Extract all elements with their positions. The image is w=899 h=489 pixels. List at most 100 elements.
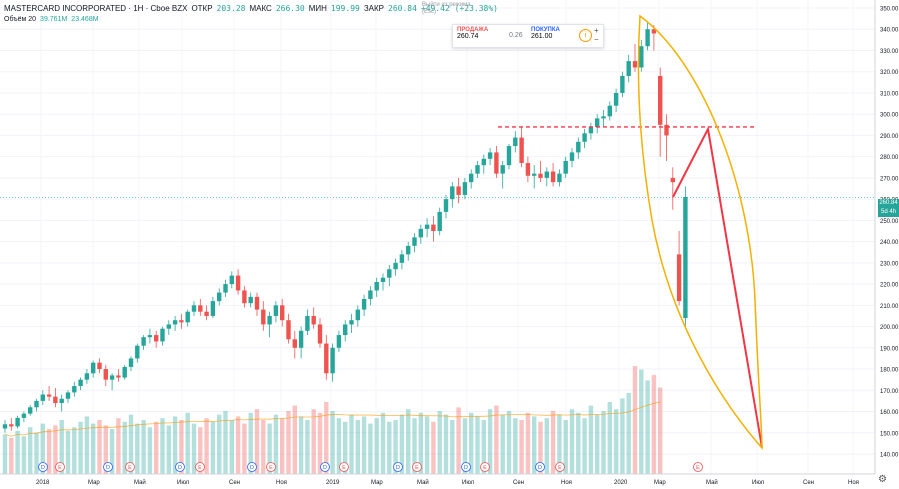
volume-bar — [72, 427, 77, 474]
volume-bar — [563, 420, 568, 474]
event-marker — [461, 462, 471, 472]
volume-bar — [15, 430, 20, 474]
volume-bar — [235, 416, 241, 474]
volume-bar — [576, 412, 581, 474]
event-marker-label: D — [538, 465, 542, 471]
volume-bar — [336, 418, 342, 474]
volume-bar — [298, 416, 304, 474]
volume-bar — [210, 421, 216, 474]
candle-body — [651, 29, 657, 34]
spread-value: 0.26 — [509, 32, 523, 39]
candle-body — [229, 275, 234, 285]
candle-body — [550, 171, 556, 183]
candle-body — [109, 375, 115, 380]
candle-body — [437, 211, 442, 231]
time-tick-label: 2018 — [36, 480, 50, 486]
candle-body — [500, 165, 505, 174]
volume-bar — [506, 411, 512, 474]
time-tick-label: Май — [706, 479, 718, 486]
volume-bar — [588, 405, 594, 474]
candle-body — [172, 320, 178, 325]
volume-bar — [532, 416, 537, 474]
volume-bar — [204, 418, 209, 474]
candle-body — [431, 224, 436, 231]
volume-bar — [639, 369, 644, 474]
time-axis: 2018 Мар Май Июл Сен Ноя 2019 Мар Май Июл Сен Ноя 20… — [0, 473, 875, 486]
candle-body — [632, 61, 638, 68]
gear-icon[interactable]: ⚙ — [878, 474, 887, 485]
candle-body — [368, 290, 373, 299]
event-marker-label: E — [128, 465, 132, 471]
candle-body — [336, 335, 342, 348]
candle-body — [676, 254, 682, 302]
candle-body — [204, 311, 209, 316]
countdown-tag: 5d 4h — [878, 208, 899, 217]
volume-bar — [116, 418, 121, 474]
candlesticks — [2, 22, 688, 433]
volume-bar — [437, 411, 442, 474]
volume-bar — [406, 409, 411, 474]
candle-body — [582, 133, 587, 142]
time-tick-label: Сен — [803, 480, 814, 486]
volume-bar — [172, 416, 178, 474]
volume-bar — [399, 414, 405, 474]
event-marker — [195, 462, 205, 472]
volume-bar — [46, 429, 52, 474]
time-tick-label: Июл — [177, 480, 190, 486]
volume-bar — [544, 418, 549, 474]
volume-bar — [550, 411, 556, 474]
time-tick-label: Сен — [229, 480, 240, 486]
volume-bar — [387, 421, 392, 474]
time-tick-label: Ноя — [561, 480, 572, 486]
candle-body — [399, 254, 405, 263]
volume-bar — [40, 423, 45, 474]
candle-body — [475, 165, 480, 174]
volume-bar — [462, 418, 468, 474]
candle-body — [595, 118, 600, 127]
volume-bar — [21, 436, 27, 474]
volume-bar — [122, 421, 127, 474]
plus-button[interactable]: + — [594, 26, 599, 35]
volume-bar — [525, 412, 531, 474]
volume-bar — [380, 412, 386, 474]
volume-bar — [147, 427, 153, 474]
symbol-title[interactable]: MASTERCARD INCORPORATED · 1Н · Cboe BZX — [4, 4, 188, 13]
candle-body — [166, 324, 171, 329]
volume-bar — [317, 412, 323, 474]
volume-bar — [242, 423, 247, 474]
candle-body — [65, 392, 71, 399]
volume-bar — [311, 409, 316, 474]
volume-bar — [645, 380, 650, 474]
candle-body — [380, 277, 386, 282]
volume-label[interactable]: Объём 20 — [4, 16, 37, 23]
candle-body — [286, 320, 291, 340]
volume-bar — [128, 414, 134, 474]
volume-bar — [424, 416, 430, 474]
candle-body — [242, 290, 247, 304]
price-tick-label: 330.00 — [880, 49, 899, 55]
candle-body — [601, 116, 606, 119]
time-tick-label: 2020 — [614, 480, 628, 486]
event-marker-label: E — [415, 465, 419, 471]
candle-body — [557, 173, 562, 183]
minus-button[interactable]: − — [594, 35, 599, 44]
info-icon[interactable]: i — [579, 29, 592, 42]
candle-body — [72, 386, 77, 393]
buy-button[interactable]: ПОКУПКА 261.00 — [531, 27, 560, 40]
candle-body — [53, 396, 58, 404]
price-tick-label: 210.00 — [880, 304, 899, 310]
candle-body — [506, 146, 512, 166]
sell-button[interactable]: ПРОДАЖА 260.74 — [457, 27, 488, 40]
volume-bar — [217, 414, 222, 474]
volume-bar — [569, 409, 575, 474]
event-marker — [320, 462, 330, 472]
candle-body — [191, 305, 197, 312]
candle-body — [97, 362, 102, 370]
event-marker — [175, 462, 185, 472]
candle-body — [349, 320, 354, 325]
volume-bar — [103, 425, 108, 474]
candle-body — [494, 152, 499, 174]
candle-body — [160, 328, 165, 342]
trade-panel: ПРОДАЖА 260.74 0.26 ПОКУПКА 261.00 i + − — [452, 24, 604, 48]
